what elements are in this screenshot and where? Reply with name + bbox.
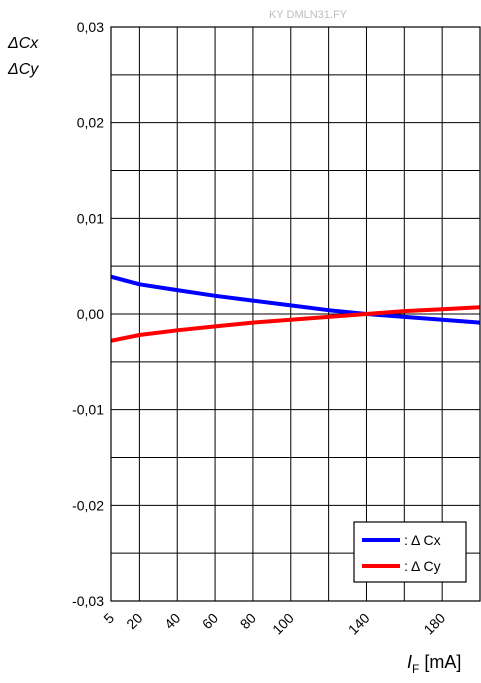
y-tick-label: -0,03 <box>72 593 104 609</box>
x-tick-label: 40 <box>161 610 183 632</box>
y-tick-label: 0,01 <box>77 210 104 226</box>
x-tick-label: 100 <box>269 610 297 638</box>
series-line-0 <box>110 274 481 325</box>
series-line-1 <box>110 305 481 343</box>
y-tick-label: -0,01 <box>72 402 104 418</box>
watermark-text: KY DMLN31.FY <box>269 9 348 21</box>
y-axis-label-line-1: ΔCx <box>7 35 39 52</box>
y-tick-label: -0,02 <box>72 497 104 513</box>
x-axis-label-unit: [mA] <box>419 652 461 672</box>
x-tick-label: 140 <box>345 610 373 638</box>
x-tick-label: 60 <box>199 610 221 632</box>
x-tick-label: 180 <box>420 610 448 638</box>
plot-frame <box>110 26 481 602</box>
y-axis-label-line-2: ΔCy <box>7 61 39 78</box>
x-tick-label: 80 <box>237 610 259 632</box>
y-tick-label: 0,00 <box>77 306 104 322</box>
x-axis-label-symbol: I <box>407 652 412 672</box>
x-tick-label: 20 <box>123 610 145 632</box>
legend-box <box>353 521 467 583</box>
y-tick-labels: -0,03 -0,02 -0,01 0,00 0,01 0,02 0,03 <box>72 19 104 609</box>
y-tick-label: 0,02 <box>77 115 104 131</box>
legend-label-cy: : Δ Cy <box>404 558 441 574</box>
y-tick-label: 0,03 <box>77 19 104 35</box>
legend: : Δ Cx : Δ Cy <box>353 521 467 583</box>
x-tick-label: 5 <box>100 610 117 627</box>
series-lines <box>110 274 481 343</box>
grid <box>110 26 481 602</box>
legend-label-cx: : Δ Cx <box>404 532 441 548</box>
x-axis-label: IF [mA] <box>407 652 461 676</box>
x-tick-labels: 5 20 40 60 80 100 140 180 <box>100 610 448 638</box>
x-axis-label-subscript: F <box>412 662 419 676</box>
